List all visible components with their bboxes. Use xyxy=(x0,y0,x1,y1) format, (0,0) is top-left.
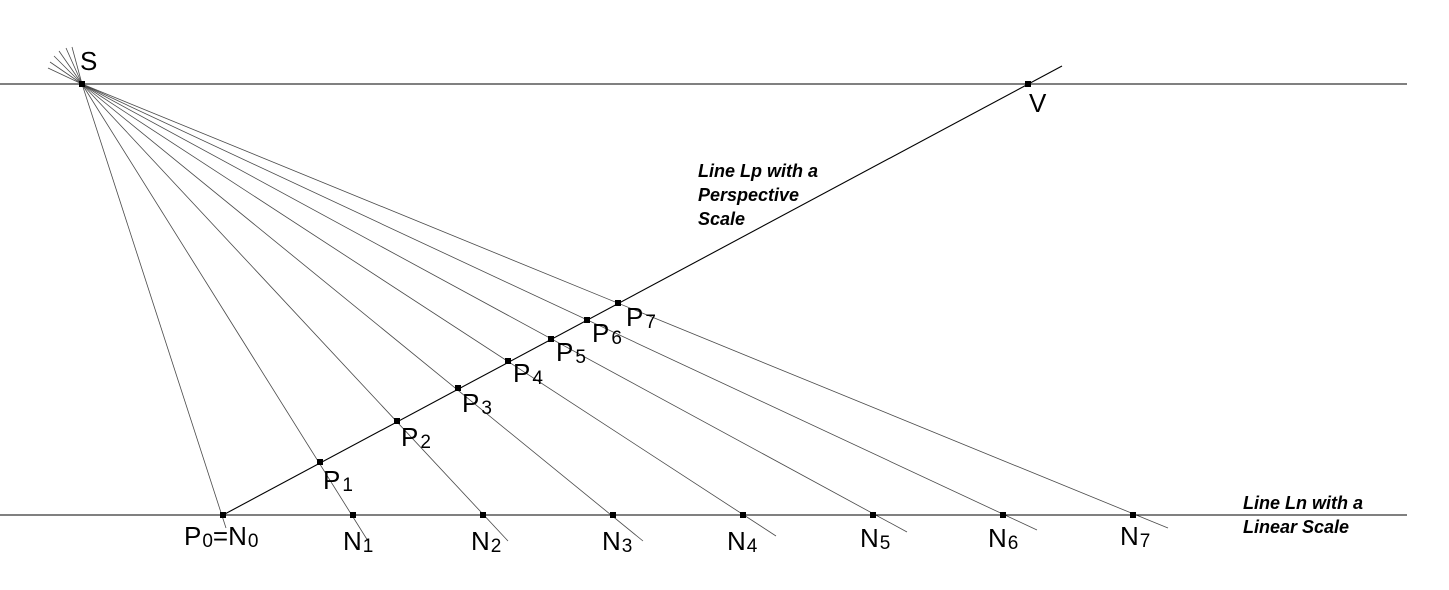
point-s xyxy=(79,81,85,87)
label-n4: N4 xyxy=(727,526,758,557)
label-n7: N7 xyxy=(1120,521,1150,552)
ray-s-n2 xyxy=(81,83,509,542)
ray-s-n0 xyxy=(81,83,227,529)
point-p6 xyxy=(584,317,590,323)
point-n3 xyxy=(610,512,616,518)
note-lp-line-3: Scale xyxy=(698,209,745,229)
ray-s-n7 xyxy=(81,83,1169,529)
point-n5 xyxy=(870,512,876,518)
note-ln-line-2: Linear Scale xyxy=(1243,517,1349,537)
label-n5: N5 xyxy=(860,523,890,554)
note-lp-line-2: Perspective xyxy=(698,185,799,205)
label-n1: N1 xyxy=(343,526,373,557)
line-lp xyxy=(222,65,1063,516)
point-p7 xyxy=(615,300,621,306)
note-line-lp: Line Lp with a Perspective Scale xyxy=(698,161,818,229)
points xyxy=(79,81,1136,518)
label-n6: N6 xyxy=(988,523,1018,554)
point-n6 xyxy=(1000,512,1006,518)
point-p2 xyxy=(394,418,400,424)
projection-rays xyxy=(81,83,1169,542)
fan-stubs xyxy=(47,46,83,85)
label-n3: N3 xyxy=(602,526,632,557)
point-p0 xyxy=(220,512,226,518)
ray-s-n3 xyxy=(81,83,644,542)
point-n1 xyxy=(350,512,356,518)
note-lp-line-1: Line Lp with a xyxy=(698,161,818,181)
point-p1 xyxy=(317,459,323,465)
point-p5 xyxy=(548,336,554,342)
ray-s-n4 xyxy=(81,83,777,537)
point-n2 xyxy=(480,512,486,518)
label-n2: N2 xyxy=(471,526,501,557)
ray-s-n5 xyxy=(81,83,908,533)
note-line-ln: Line Ln with a Linear Scale xyxy=(1243,493,1363,537)
point-n7 xyxy=(1130,512,1136,518)
point-v xyxy=(1025,81,1031,87)
ray-s-n6 xyxy=(81,83,1038,531)
note-ln-line-1: Line Ln with a xyxy=(1243,493,1363,513)
label-p0-n0: P0=N0 xyxy=(184,521,258,552)
label-s: S xyxy=(80,46,97,76)
point-p4 xyxy=(505,358,511,364)
point-p3 xyxy=(455,385,461,391)
label-v: V xyxy=(1029,88,1047,118)
point-n4 xyxy=(740,512,746,518)
